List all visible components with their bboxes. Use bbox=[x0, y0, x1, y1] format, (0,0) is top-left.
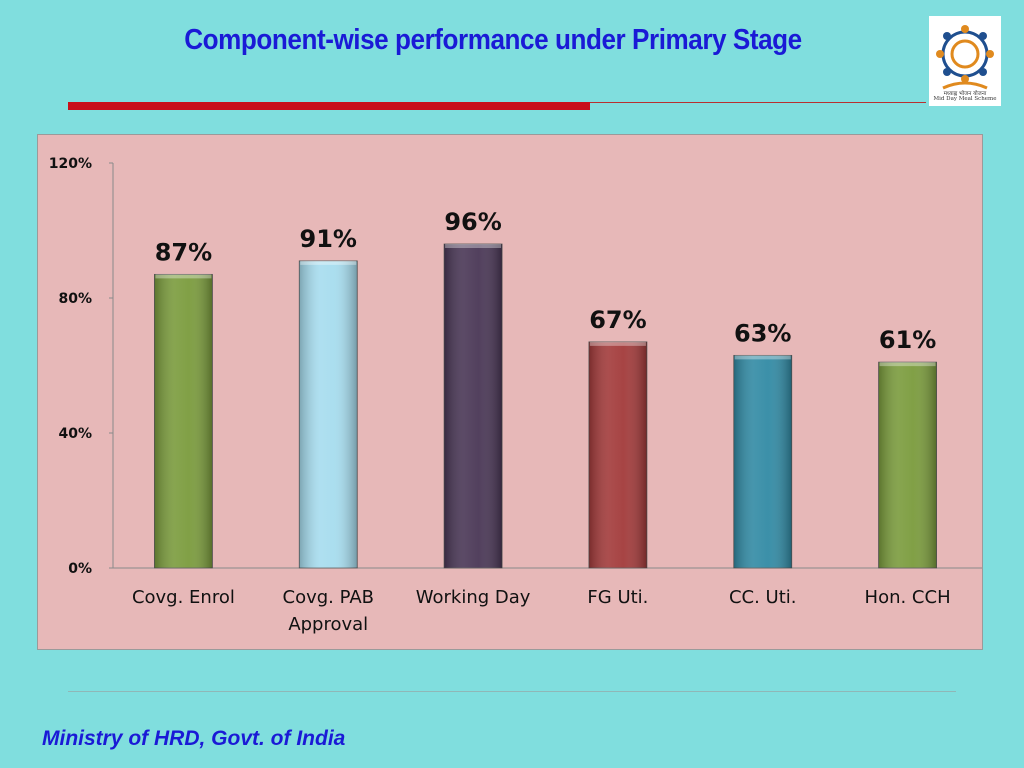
bar-chart: 0% 40% 80% 120% 87% Covg. Enrol 91% Covg. PAB Ap… bbox=[49, 156, 982, 635]
data-label: 67% bbox=[589, 306, 646, 334]
category-label: Approval bbox=[288, 614, 368, 635]
data-label: 91% bbox=[300, 225, 357, 253]
bar-top-highlight bbox=[445, 244, 502, 248]
category-label: CC. Uti. bbox=[729, 587, 797, 608]
category-label: Working Day bbox=[416, 587, 531, 608]
data-label: 87% bbox=[155, 238, 212, 266]
bar-top-highlight bbox=[879, 362, 936, 367]
footer-divider bbox=[68, 691, 956, 692]
y-tick-label: 80% bbox=[58, 291, 92, 307]
bar-top-highlight bbox=[155, 274, 212, 279]
title-underline-line bbox=[590, 102, 926, 103]
y-tick-label: 0% bbox=[68, 561, 92, 577]
y-tick-label: 120% bbox=[49, 156, 92, 172]
category-label: Covg. Enrol bbox=[132, 587, 235, 608]
data-label: 63% bbox=[734, 319, 791, 347]
chart-area: 0% 40% 80% 120% 87% Covg. Enrol 91% Covg. PAB Ap… bbox=[37, 134, 983, 650]
bar-shading bbox=[588, 341, 647, 568]
footer-text: Ministry of HRD, Govt. of India bbox=[42, 727, 346, 750]
bar-shading bbox=[878, 362, 937, 568]
bar-shading bbox=[299, 260, 358, 568]
logo-text-hindi: मध्याह्न भोजन योजना bbox=[943, 91, 987, 97]
category-label: Covg. PAB bbox=[283, 587, 374, 608]
category-label: FG Uti. bbox=[587, 587, 648, 608]
logo-text: Mid Day Meal Scheme bbox=[933, 96, 997, 102]
bar-shading bbox=[444, 244, 503, 568]
slide-title: Component-wise performance under Primary… bbox=[184, 24, 802, 56]
bar-top-highlight bbox=[300, 260, 357, 265]
bar-shading bbox=[154, 274, 213, 568]
data-label: 96% bbox=[444, 208, 501, 236]
bar-shading bbox=[733, 355, 792, 568]
bar-top-highlight bbox=[589, 341, 646, 346]
title-underline-bar bbox=[68, 102, 590, 110]
mid-day-meal-logo: मध्याह्न भोजन योजना Mid Day Meal Scheme bbox=[929, 16, 1001, 106]
category-label: Hon. CCH bbox=[865, 587, 951, 608]
data-label: 61% bbox=[879, 326, 936, 354]
bar-top-highlight bbox=[734, 355, 791, 360]
y-tick-label: 40% bbox=[58, 426, 92, 442]
logo-emblem-icon bbox=[936, 25, 994, 90]
